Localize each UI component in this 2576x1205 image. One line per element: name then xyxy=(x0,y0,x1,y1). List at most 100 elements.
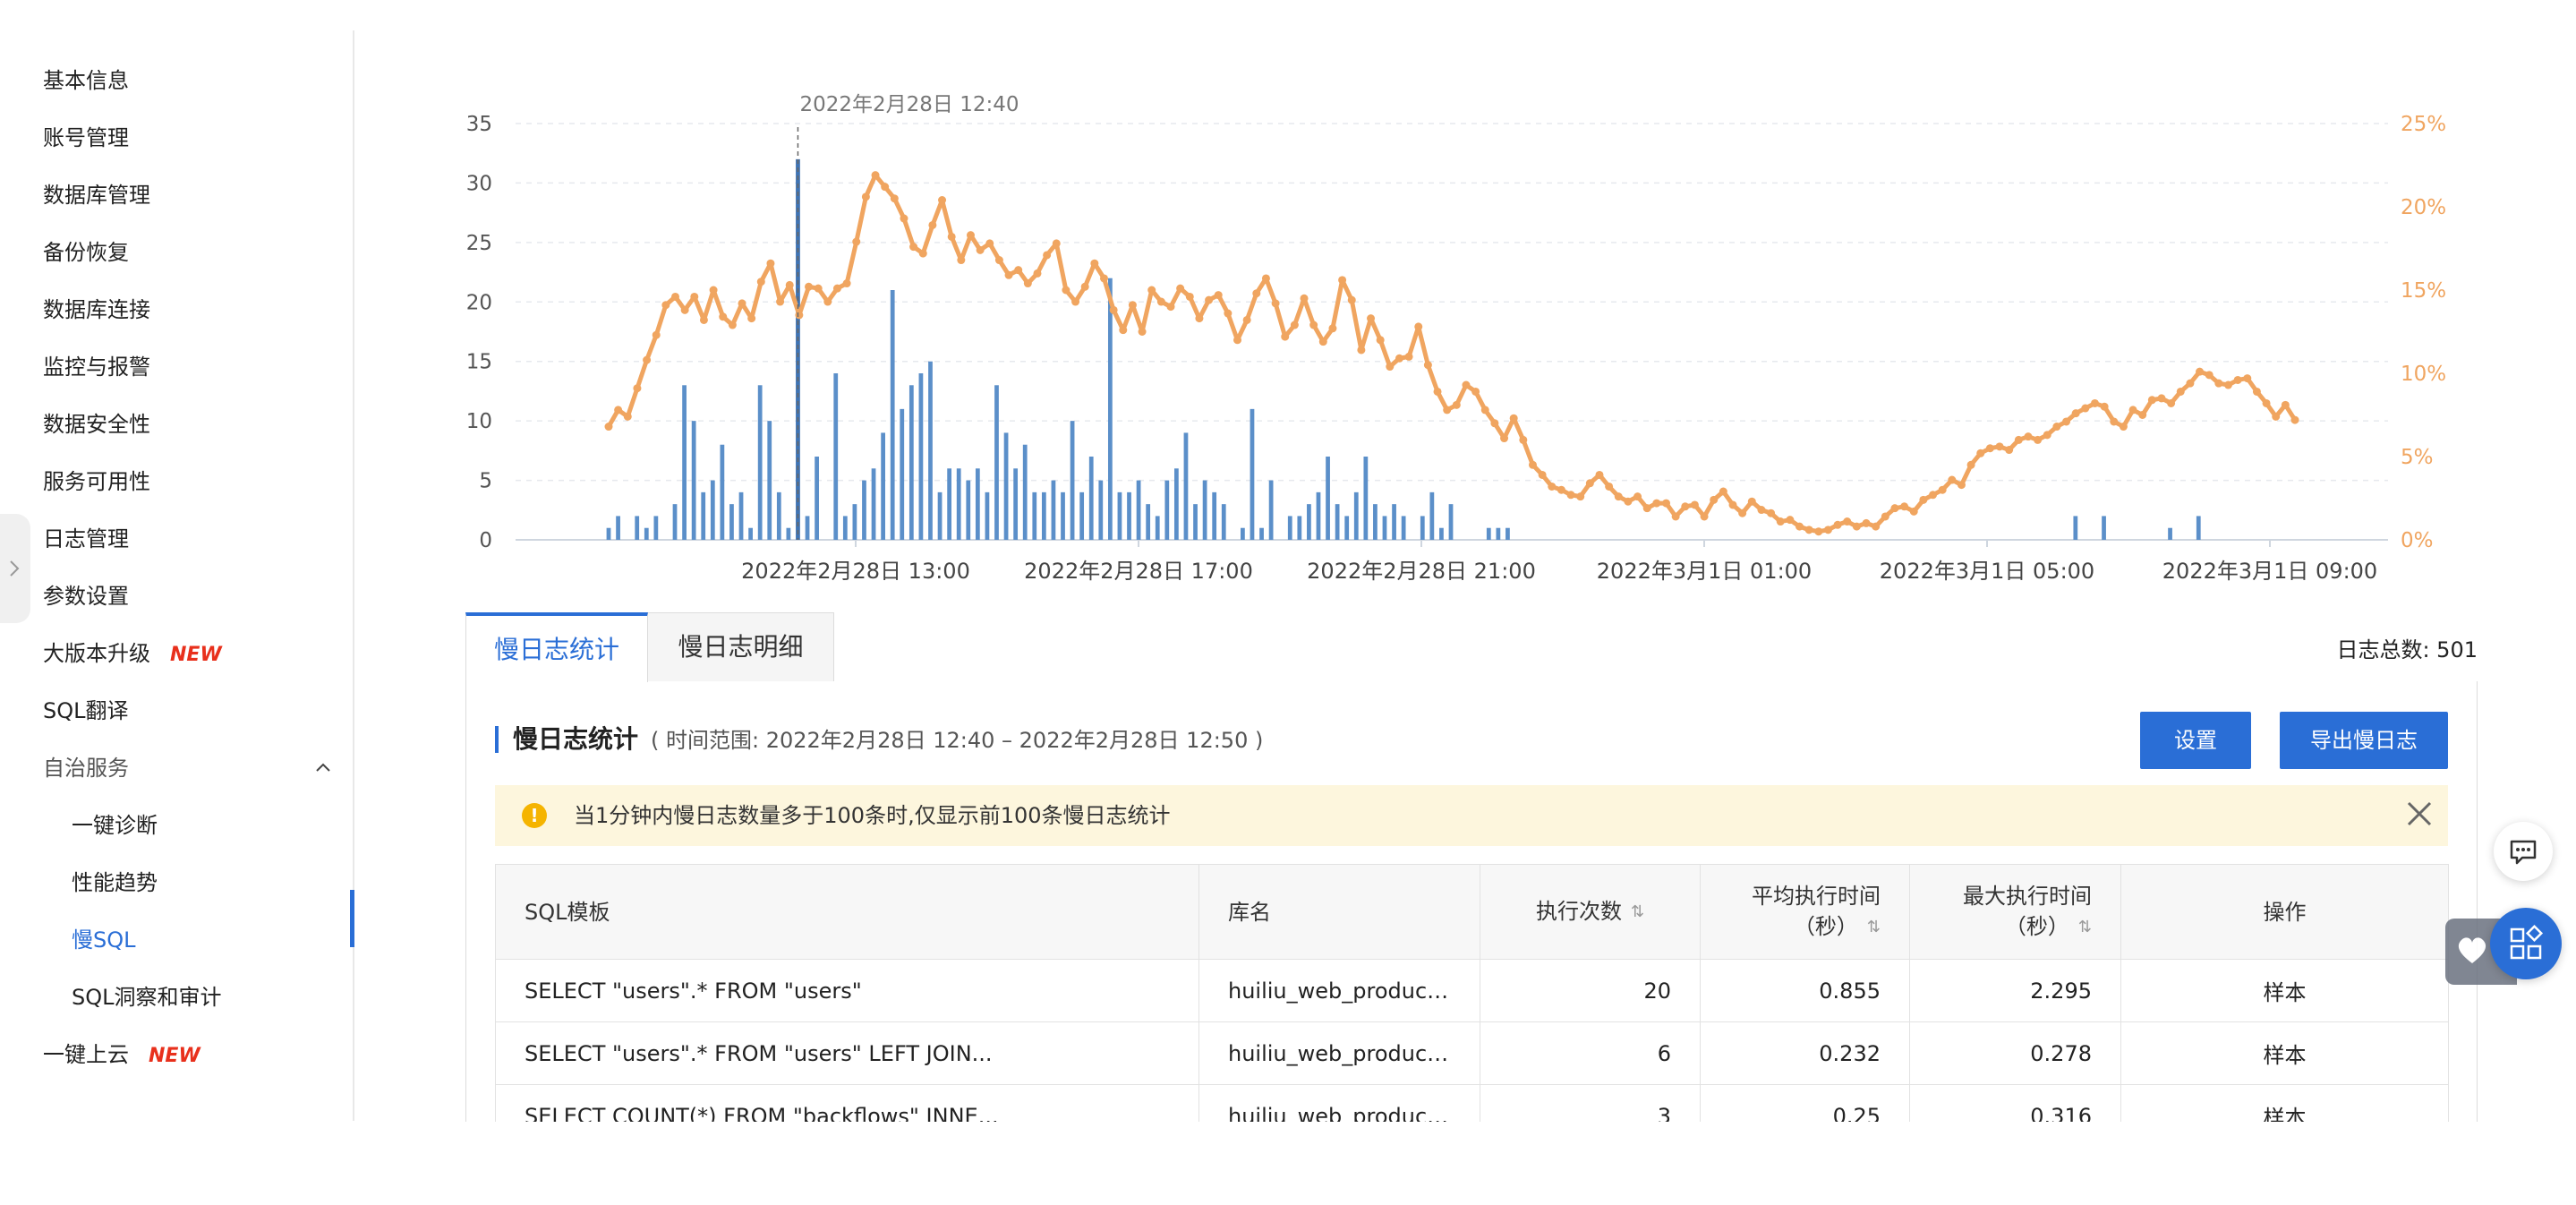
line-point xyxy=(1890,504,1899,513)
line-point xyxy=(1033,269,1042,278)
sidebar-item-slow-sql[interactable]: 慢SQL xyxy=(72,922,136,958)
sidebar-item-label: SQL翻译 xyxy=(43,698,129,723)
sample-link[interactable]: 样本 xyxy=(2120,959,2449,1022)
sidebar-item-label: 一键诊断 xyxy=(72,813,158,838)
line-point xyxy=(1062,286,1070,295)
sidebar-item-data-security[interactable]: 数据安全性 xyxy=(43,406,150,442)
chart-bar xyxy=(1448,504,1454,540)
line-point xyxy=(1585,479,1594,488)
settings-button[interactable]: 设置 xyxy=(2140,712,2251,769)
sidebar-item-monitoring[interactable]: 监控与报警 xyxy=(43,349,150,385)
col-sql-template: SQL模板 xyxy=(495,864,1199,960)
line-point xyxy=(776,297,785,306)
line-point xyxy=(1804,526,1813,534)
line-point xyxy=(1700,512,1709,521)
line-point xyxy=(1652,499,1661,508)
line-point xyxy=(966,231,975,240)
cell-max: 2.295 xyxy=(1909,959,2121,1022)
line-point xyxy=(1347,295,1356,304)
x-tick-label: 2022年2月28日 13:00 xyxy=(741,559,970,584)
sample-link[interactable]: 样本 xyxy=(2120,1084,2449,1122)
sort-icon[interactable]: ⇅ xyxy=(2077,918,2092,936)
line-point xyxy=(2167,398,2176,407)
line-point xyxy=(1023,279,1032,288)
sort-icon[interactable]: ⇅ xyxy=(1866,918,1881,936)
line-point xyxy=(1423,361,1432,370)
line-point xyxy=(1576,492,1585,501)
col-max-time[interactable]: 最大执行时间 （秒） ⇅ xyxy=(1909,864,2121,960)
sidebar-item-autonomous[interactable]: 自治服务 xyxy=(43,750,129,786)
sidebar-item-sql-translate[interactable]: SQL翻译 xyxy=(43,693,129,729)
line-point xyxy=(2128,406,2137,414)
line-point xyxy=(2100,402,2109,411)
section-header: 慢日志统计 ( 时间范围: 2022年2月28日 12:40 – 2022年2月2… xyxy=(495,726,1263,753)
sidebar-item-label: 备份恢复 xyxy=(43,240,129,265)
y-tick-label: 35 xyxy=(466,113,492,136)
sidebar-collapse-toggle[interactable] xyxy=(0,514,30,623)
sidebar-item-cloud-migrate[interactable]: 一键上云 NEW xyxy=(43,1037,200,1073)
slow-log-chart[interactable]: 0 5 10 15 20 25 30 35 0% 5% 10% 15% 20% 25% 2022年2月28日… xyxy=(456,81,2515,600)
close-icon[interactable] xyxy=(2403,798,2435,830)
col-avg-time[interactable]: 平均执行时间 （秒） ⇅ xyxy=(1700,864,1910,960)
line-point xyxy=(1995,442,2004,451)
sidebar-item-backup-restore[interactable]: 备份恢复 xyxy=(43,235,129,270)
export-slow-log-button[interactable]: 导出慢日志 xyxy=(2280,712,2448,769)
line-point xyxy=(671,292,680,301)
chart-bars xyxy=(606,158,2201,540)
sidebar-item-label: 基本信息 xyxy=(43,68,129,93)
sidebar-item-sql-insight[interactable]: SQL洞察和审计 xyxy=(72,979,222,1015)
sidebar-item-db-connection[interactable]: 数据库连接 xyxy=(43,292,150,328)
chart-bar xyxy=(966,480,971,540)
line-point xyxy=(1338,276,1347,285)
line-point xyxy=(1147,286,1156,295)
y2-tick-label: 10% xyxy=(2401,363,2446,386)
sidebar-item-accounts[interactable]: 账号管理 xyxy=(43,120,129,156)
line-point xyxy=(795,311,804,320)
line-point xyxy=(2214,379,2223,388)
sidebar-item-basic-info[interactable]: 基本信息 xyxy=(43,63,129,98)
line-point xyxy=(1929,491,1938,500)
line-point xyxy=(2252,387,2261,396)
sidebar-item-label: 数据安全性 xyxy=(43,412,150,437)
new-badge: NEW xyxy=(170,644,222,666)
chevron-up-icon[interactable] xyxy=(311,756,335,780)
line-point xyxy=(1119,326,1128,335)
sidebar-item-perf-trend[interactable]: 性能趋势 xyxy=(72,865,158,901)
y2-tick-label: 0% xyxy=(2401,529,2434,552)
line-point xyxy=(928,220,937,229)
apps-widget[interactable] xyxy=(2490,908,2562,979)
line-point xyxy=(2243,374,2252,383)
sample-link[interactable]: 样本 xyxy=(2120,1021,2449,1085)
col-exec-count[interactable]: 执行次数 ⇅ xyxy=(1480,864,1701,960)
chart-bar xyxy=(1061,491,1065,540)
sidebar-item-database-mgmt[interactable]: 数据库管理 xyxy=(43,177,150,213)
sidebar-item-log-mgmt[interactable]: 日志管理 xyxy=(43,521,129,557)
line-point xyxy=(947,232,956,241)
line-point xyxy=(994,256,1003,265)
line-point xyxy=(909,243,918,252)
chart-bar xyxy=(720,444,725,540)
line-point xyxy=(938,196,947,205)
chart-bar xyxy=(1250,408,1255,540)
chart-bar xyxy=(1127,491,1131,540)
chart-bar xyxy=(1259,527,1264,540)
sidebar-item-availability[interactable]: 服务可用性 xyxy=(43,464,150,500)
sidebar-item-params[interactable]: 参数设置 xyxy=(43,578,129,614)
slow-sql-table: SQL模板 库名 执行次数 ⇅ 平均执行时间 （秒） ⇅ 最大执行时间 （秒） ⇅ 操作 … xyxy=(495,864,2449,1122)
line-point xyxy=(2110,417,2119,426)
line-point xyxy=(1386,363,1395,372)
chat-widget[interactable] xyxy=(2494,822,2553,881)
line-point xyxy=(976,245,985,254)
line-point xyxy=(766,259,775,268)
tab-slow-log-stats[interactable]: 慢日志统计 xyxy=(465,612,648,682)
sidebar-item-major-upgrade[interactable]: 大版本升级 NEW xyxy=(43,636,222,671)
chart-bar xyxy=(1316,491,1321,540)
line-point xyxy=(1300,294,1309,303)
sidebar-item-diagnosis[interactable]: 一键诊断 xyxy=(72,808,158,843)
line-point xyxy=(661,301,670,310)
chart-bar xyxy=(710,480,715,540)
line-point xyxy=(871,171,880,180)
chart-bar xyxy=(815,457,819,540)
tab-slow-log-detail[interactable]: 慢日志明细 xyxy=(648,612,834,682)
sort-icon[interactable]: ⇅ xyxy=(1630,902,1645,921)
